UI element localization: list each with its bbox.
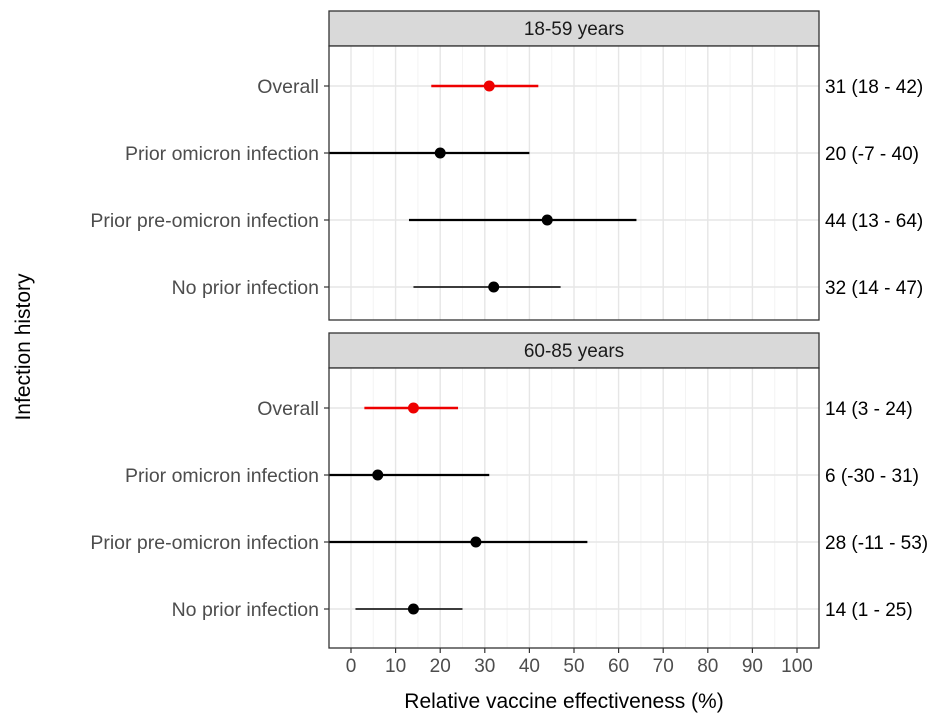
panel-strip: [328, 10, 820, 47]
row-label: Prior pre-omicron infection: [90, 532, 319, 554]
point-estimate: [470, 536, 482, 548]
x-tick-label: 90: [742, 656, 763, 677]
row-label: Overall: [257, 398, 319, 420]
x-tick-label: 60: [608, 656, 629, 677]
point-estimate: [483, 80, 495, 92]
row-label: Prior pre-omicron infection: [90, 210, 319, 232]
point-estimate: [541, 214, 553, 226]
x-tick-label: 20: [430, 656, 451, 677]
row-label: Prior omicron infection: [125, 143, 319, 165]
x-axis-title: Relative vaccine effectiveness (%): [404, 690, 723, 713]
point-estimate: [488, 281, 500, 293]
estimate-annotation: 28 (-11 - 53): [825, 533, 928, 554]
estimate-annotation: 32 (14 - 47): [825, 278, 923, 299]
estimate-annotation: 31 (18 - 42): [825, 77, 923, 98]
row-label: No prior infection: [172, 277, 319, 299]
x-tick-label: 50: [563, 656, 584, 677]
y-axis-title: Infection history: [12, 273, 35, 421]
estimate-annotation: 14 (1 - 25): [825, 600, 913, 621]
point-estimate: [407, 402, 419, 414]
row-label: Prior omicron infection: [125, 465, 319, 487]
panel-title: 18-59 years: [524, 19, 624, 40]
x-tick-label: 80: [697, 656, 718, 677]
x-tick-label: 0: [346, 656, 357, 677]
row-label: Overall: [257, 76, 319, 98]
estimate-annotation: 14 (3 - 24): [825, 399, 913, 420]
x-tick-label: 30: [474, 656, 495, 677]
x-tick-label: 10: [385, 656, 406, 677]
estimate-annotation: 6 (-30 - 31): [825, 466, 919, 487]
row-label: No prior infection: [172, 599, 319, 621]
panel-border: [328, 45, 820, 321]
x-tick-label: 70: [653, 656, 674, 677]
estimate-annotation: 44 (13 - 64): [825, 211, 923, 232]
x-tick-label: 100: [781, 656, 813, 677]
x-tick-label: 40: [519, 656, 540, 677]
point-estimate: [407, 603, 419, 615]
point-estimate: [434, 147, 446, 159]
point-estimate: [372, 469, 384, 481]
estimate-annotation: 20 (-7 - 40): [825, 144, 919, 165]
panel-title: 60-85 years: [524, 341, 624, 362]
